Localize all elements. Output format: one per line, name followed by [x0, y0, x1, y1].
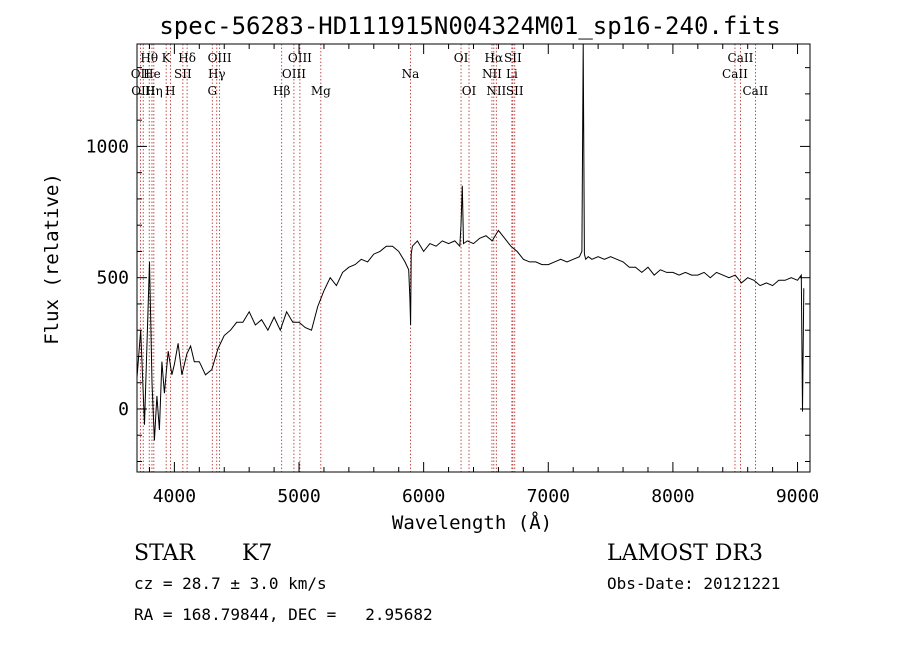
spectral-line-label: NII [486, 84, 506, 98]
spectral-line-label: CaII [722, 67, 748, 81]
spectral-line-label: Hδ [178, 51, 196, 65]
spectral-line-label: OI [454, 51, 469, 65]
y-tick-label: 500 [96, 268, 129, 289]
x-tick-label: 4000 [153, 486, 196, 507]
spectral-line-label: K [162, 51, 172, 65]
spectrum-line [136, 43, 805, 441]
object-subclass: K7 [242, 541, 272, 566]
spectral-line-markers [139, 44, 756, 472]
spectral-line-label: Hθ [140, 51, 158, 65]
spectral-line-label: Hα [485, 51, 504, 65]
spectral-line-label: Na [402, 67, 420, 81]
x-tick-label: 7000 [527, 486, 570, 507]
spectral-line-label: Hη [145, 84, 163, 98]
spectral-line-label: OI [462, 84, 477, 98]
chart-title: spec-56283-HD111915N004324M01_sp16-240.f… [159, 12, 780, 40]
x-axis-ticks: 4000 5000 6000 7000 8000 9000 [148, 44, 819, 507]
x-tick-label: 5000 [277, 486, 320, 507]
spectral-line-label: Hβ [273, 84, 290, 98]
y-tick-label: 0 [118, 399, 129, 420]
spectral-line-label: CaII [742, 84, 768, 98]
spectral-line-label: H [165, 84, 175, 98]
x-tick-label: 9000 [776, 486, 819, 507]
spectral-line-label: OIII [208, 51, 232, 65]
spectral-line-label: OIII [282, 67, 306, 81]
spectral-line-label: SII [504, 51, 522, 65]
spectral-line-label: OIII [288, 51, 312, 65]
spectral-line-label: CaII [728, 51, 754, 65]
object-class: STAR [134, 541, 196, 566]
spectral-line-label: OII [131, 67, 151, 81]
x-tick-label: 6000 [402, 486, 445, 507]
y-axis-label: Flux (relative) [41, 173, 63, 345]
y-axis-ticks: 0 500 1000 [86, 67, 810, 462]
coordinates-text: RA = 168.79844, DEC = 2.95682 [134, 605, 433, 624]
spectral-line-label: Hγ [208, 67, 226, 81]
spectral-line-label: NII [482, 67, 502, 81]
redshift-text: cz = 28.7 ± 3.0 km/s [134, 574, 327, 593]
spectral-line-label: Li [506, 67, 518, 81]
spectral-line-label: SII [174, 67, 192, 81]
spectral-line-label: G [207, 84, 217, 98]
x-tick-label: 8000 [651, 486, 694, 507]
y-tick-label: 1000 [86, 136, 129, 157]
spectral-line-label: Mg [311, 84, 331, 98]
obs-date-text: Obs-Date: 20121221 [607, 574, 780, 593]
survey-name: LAMOST DR3 [607, 541, 763, 566]
spectral-line-label: SII [506, 84, 524, 98]
spectral-line-label: He [143, 67, 161, 81]
plot-frame [136, 43, 811, 473]
x-axis-label: Wavelength (Å) [392, 511, 552, 534]
